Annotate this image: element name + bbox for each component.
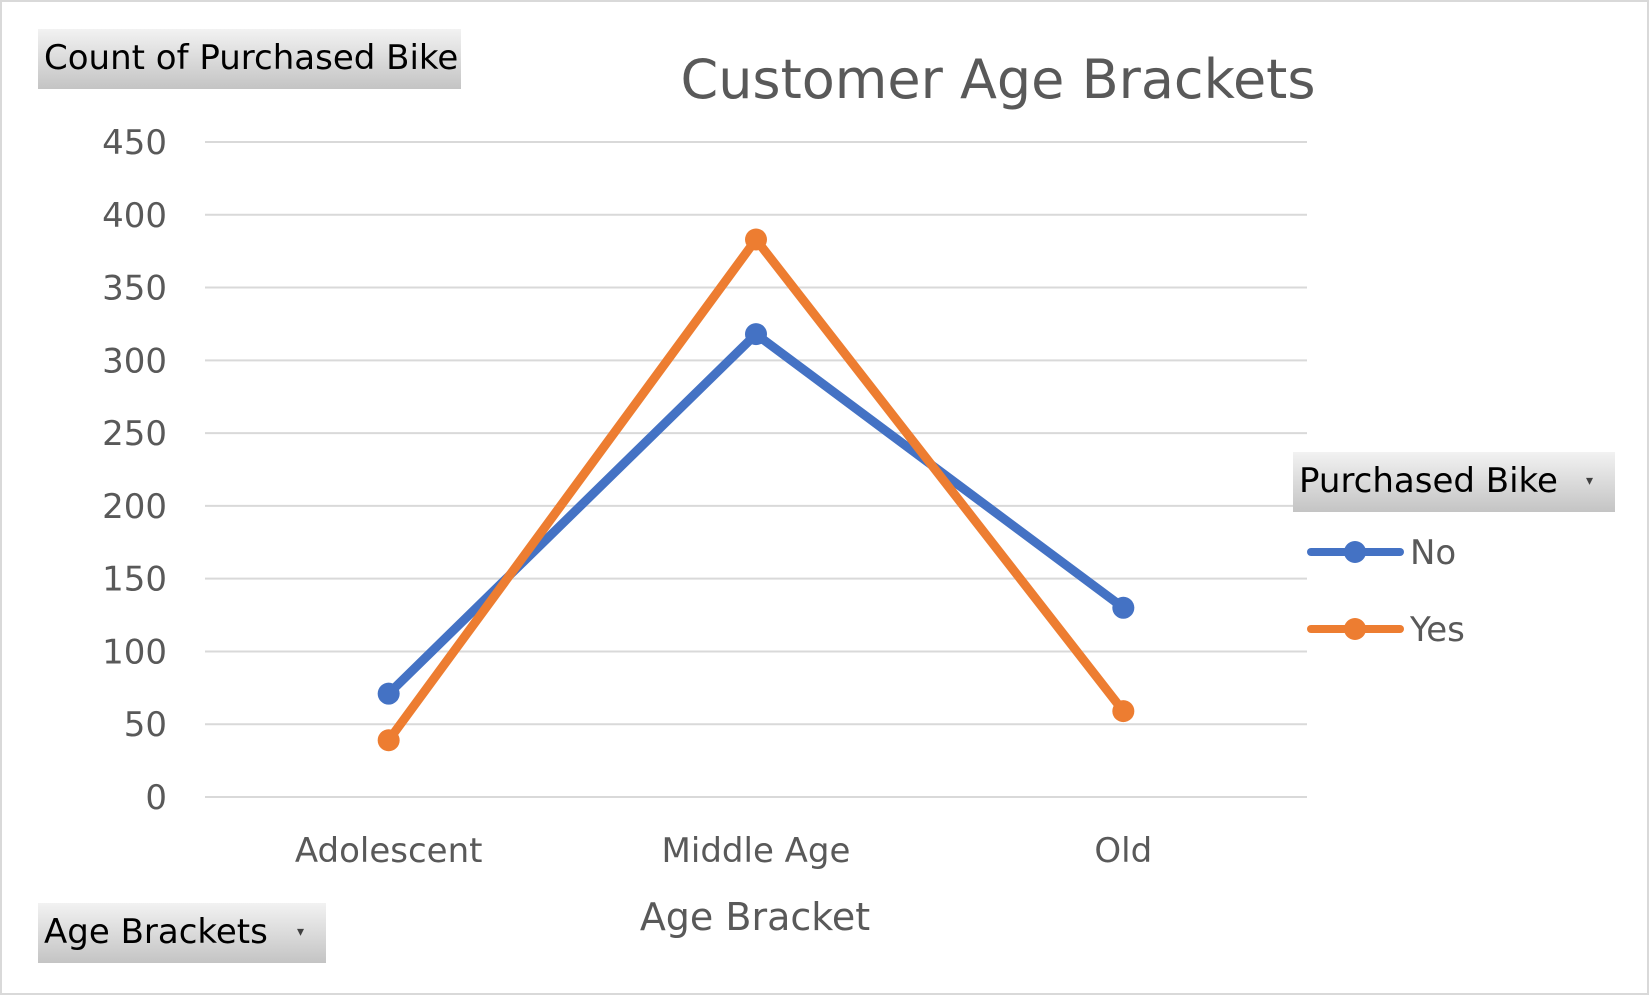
legend-field-button[interactable]: Purchased Bike ▾ — [1293, 452, 1615, 512]
x-tick-label: Old — [1094, 831, 1152, 871]
series-line-yes — [384, 235, 1128, 745]
value-field-button[interactable]: Count of Purchased Bike — [38, 29, 461, 89]
legend: No Yes — [1307, 533, 1465, 650]
data-point-no — [377, 682, 400, 705]
gridlines — [205, 141, 1307, 798]
legend-field-label: Purchased Bike — [1299, 461, 1558, 501]
x-axis-title: Age Bracket — [640, 895, 870, 939]
data-point-yes — [745, 228, 767, 251]
dropdown-arrow-icon[interactable]: ▾ — [296, 924, 304, 940]
y-tick-label: 100 — [102, 632, 167, 672]
y-tick-label: 50 — [124, 705, 167, 745]
x-tick-label: Middle Age — [662, 831, 851, 871]
data-point-yes — [1112, 700, 1135, 723]
axis-field-button[interactable]: Age Brackets ▾ — [38, 903, 326, 963]
y-tick-label: 350 — [102, 269, 167, 309]
y-tick-label: 0 — [145, 778, 167, 818]
y-tick-label: 450 — [102, 123, 167, 163]
legend-label-yes: Yes — [1409, 610, 1465, 650]
x-axis-ticks: Adolescent Middle Age Old — [295, 831, 1152, 871]
dropdown-arrow-icon[interactable]: ▾ — [1585, 473, 1593, 489]
y-axis-ticks: 0 50 100 150 200 250 300 350 400 450 — [102, 123, 167, 818]
data-point-yes — [377, 729, 400, 752]
chart-title: Customer Age Brackets — [681, 48, 1316, 111]
series-lines — [377, 228, 1135, 752]
y-tick-label: 200 — [102, 487, 167, 527]
axis-field-label: Age Brackets — [44, 912, 268, 952]
x-tick-label: Adolescent — [295, 831, 483, 871]
legend-swatch-marker-yes — [1344, 618, 1366, 640]
y-tick-label: 250 — [102, 414, 167, 454]
y-tick-label: 300 — [102, 341, 167, 381]
y-tick-label: 400 — [102, 196, 167, 236]
legend-label-no: No — [1410, 533, 1456, 573]
y-tick-label: 150 — [102, 560, 167, 600]
data-point-no — [1112, 596, 1135, 619]
data-point-no — [745, 323, 767, 346]
value-field-label: Count of Purchased Bike — [44, 38, 459, 78]
series-line-no — [384, 329, 1128, 699]
legend-swatch-marker-no — [1344, 541, 1366, 563]
